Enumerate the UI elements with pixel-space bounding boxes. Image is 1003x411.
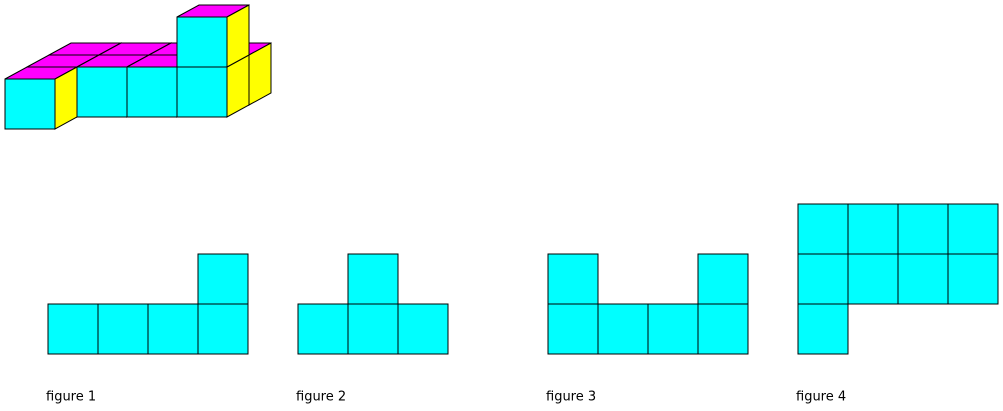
view-cell — [947, 203, 999, 255]
view-cell — [897, 253, 949, 305]
view-cell — [297, 303, 349, 355]
view-cell — [647, 303, 699, 355]
view-cell — [797, 303, 849, 355]
view-cell — [797, 203, 849, 255]
view-cell — [47, 303, 99, 355]
view-cell — [697, 303, 749, 355]
view-cell — [347, 253, 399, 305]
view-cell — [847, 203, 899, 255]
cube-front — [76, 66, 128, 118]
view-cell — [597, 303, 649, 355]
cube-front — [176, 16, 228, 68]
view-cell — [547, 253, 599, 305]
view-cell — [197, 253, 249, 305]
view-cell — [97, 303, 149, 355]
figure-label: figure 1 — [46, 390, 96, 405]
view-cell — [847, 253, 899, 305]
view-cell — [947, 253, 999, 305]
view-cell — [697, 253, 749, 305]
view-cell — [897, 203, 949, 255]
figure-label: figure 2 — [296, 390, 346, 405]
figure-views — [47, 203, 999, 355]
figure-label: figure 3 — [546, 390, 596, 405]
cube-front — [126, 66, 178, 118]
cube-front — [176, 66, 228, 118]
view-cell — [197, 303, 249, 355]
figure-label: figure 4 — [796, 390, 846, 405]
view-cell — [547, 303, 599, 355]
cube-front — [4, 78, 56, 130]
view-cell — [347, 303, 399, 355]
cube — [4, 66, 78, 130]
view-cell — [397, 303, 449, 355]
view-cell — [147, 303, 199, 355]
isometric-solid — [4, 4, 272, 130]
cube — [176, 4, 250, 68]
view-cell — [797, 253, 849, 305]
